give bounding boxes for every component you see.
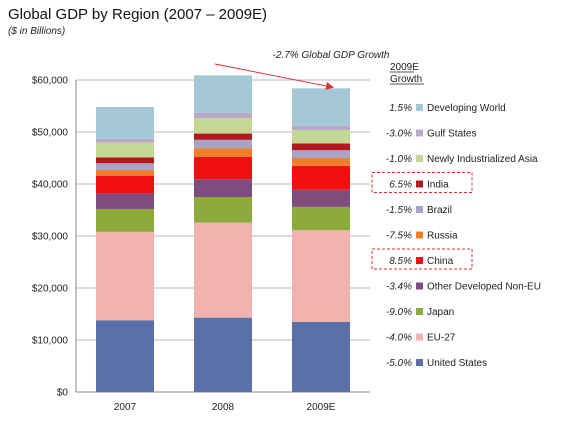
x-tick-label: 2008 bbox=[212, 402, 235, 413]
legend-label: Japan bbox=[427, 307, 454, 318]
legend-swatch bbox=[416, 180, 423, 188]
bar-segment bbox=[96, 175, 154, 194]
legend-growth: 1.5% bbox=[389, 103, 412, 114]
bar-segment bbox=[96, 142, 154, 158]
bar-segment bbox=[194, 139, 252, 149]
legend-label: Gulf States bbox=[427, 129, 476, 140]
bar-segment bbox=[96, 169, 154, 176]
legend-growth: -3.0% bbox=[386, 129, 412, 140]
legend-label: Newly Industrialized Asia bbox=[427, 154, 538, 165]
legend-swatch bbox=[416, 206, 423, 213]
legend-growth: -9.0% bbox=[386, 307, 412, 318]
bar-segment bbox=[292, 150, 350, 158]
bar-segment bbox=[96, 193, 154, 209]
legend-growth: 8.5% bbox=[389, 256, 412, 267]
legend-swatch bbox=[416, 231, 423, 239]
bar-segment bbox=[96, 157, 154, 164]
highlight-box bbox=[371, 248, 473, 270]
annotation-arrow bbox=[214, 63, 334, 90]
legend-swatch bbox=[416, 129, 423, 137]
bar-segment bbox=[194, 75, 252, 113]
y-tick-label: $40,000 bbox=[32, 180, 69, 191]
bar-segment bbox=[194, 317, 252, 392]
legend-swatch bbox=[416, 333, 423, 341]
bar-segment bbox=[292, 88, 350, 126]
legend-swatch bbox=[416, 359, 423, 366]
legend-label: Other Developed Non-EU bbox=[427, 282, 541, 293]
bar-segment bbox=[194, 117, 252, 134]
bar-segment bbox=[292, 158, 350, 166]
bar-segment bbox=[96, 163, 154, 170]
chart-subtitle: ($ in Billions) bbox=[8, 26, 66, 37]
legend-growth: 6.5% bbox=[389, 180, 412, 191]
bar-segment bbox=[96, 320, 154, 392]
legend-growth: -1.0% bbox=[386, 154, 412, 165]
chart-title: Global GDP by Region (2007 – 2009E) bbox=[8, 6, 268, 23]
y-tick-label: $0 bbox=[57, 388, 69, 399]
bar-segment bbox=[292, 189, 350, 207]
bar-segment bbox=[292, 321, 350, 392]
bar-segment bbox=[194, 112, 252, 118]
bar-segment bbox=[194, 156, 252, 180]
legend-swatch bbox=[416, 282, 423, 290]
legend-label: Brazil bbox=[427, 205, 452, 216]
legend-label: India bbox=[427, 180, 449, 191]
growth-header-year: 2009E bbox=[390, 62, 419, 73]
legend-growth: -4.0% bbox=[386, 333, 412, 344]
bar-segment bbox=[194, 222, 252, 318]
bar-segment bbox=[96, 208, 154, 232]
highlight-box bbox=[371, 172, 473, 193]
growth-header-label: Growth bbox=[390, 74, 422, 85]
legend-swatch bbox=[416, 308, 423, 315]
y-tick-label: $60,000 bbox=[32, 76, 69, 87]
bar-segment bbox=[292, 165, 350, 190]
legend-growth: -1.5% bbox=[386, 205, 412, 216]
bar-segment bbox=[292, 230, 350, 322]
y-tick-label: $10,000 bbox=[32, 336, 69, 347]
bar-segment bbox=[292, 125, 350, 130]
bar-segment bbox=[194, 148, 252, 157]
legend-label: EU-27 bbox=[427, 333, 456, 344]
legend-swatch bbox=[416, 257, 423, 264]
legend-label: Russia bbox=[427, 231, 458, 242]
legend-growth: -5.0% bbox=[386, 358, 412, 369]
bar-segment bbox=[194, 133, 252, 140]
bar-segment bbox=[194, 197, 252, 223]
x-tick-label: 2009E bbox=[307, 402, 336, 413]
bar-segment bbox=[292, 129, 350, 144]
y-tick-label: $30,000 bbox=[32, 232, 69, 243]
legend-label: United States bbox=[427, 358, 487, 369]
x-tick-label: 2007 bbox=[114, 402, 137, 413]
bar-segment bbox=[96, 138, 154, 143]
legend-label: China bbox=[427, 256, 454, 267]
legend-growth: -7.5% bbox=[386, 231, 412, 242]
legend-label: Developing World bbox=[427, 103, 506, 114]
bar-segment bbox=[292, 206, 350, 231]
y-tick-label: $20,000 bbox=[32, 284, 69, 295]
bar-segment bbox=[194, 179, 252, 197]
legend-swatch bbox=[416, 155, 423, 162]
growth-annotation: -2.7% Global GDP Growth bbox=[273, 50, 390, 61]
bar-segment bbox=[292, 143, 350, 151]
bar-segment bbox=[96, 231, 154, 321]
legend-swatch bbox=[416, 104, 423, 111]
legend-growth: -3.4% bbox=[386, 282, 412, 293]
y-tick-label: $50,000 bbox=[32, 128, 69, 139]
bar-segment bbox=[96, 107, 154, 139]
